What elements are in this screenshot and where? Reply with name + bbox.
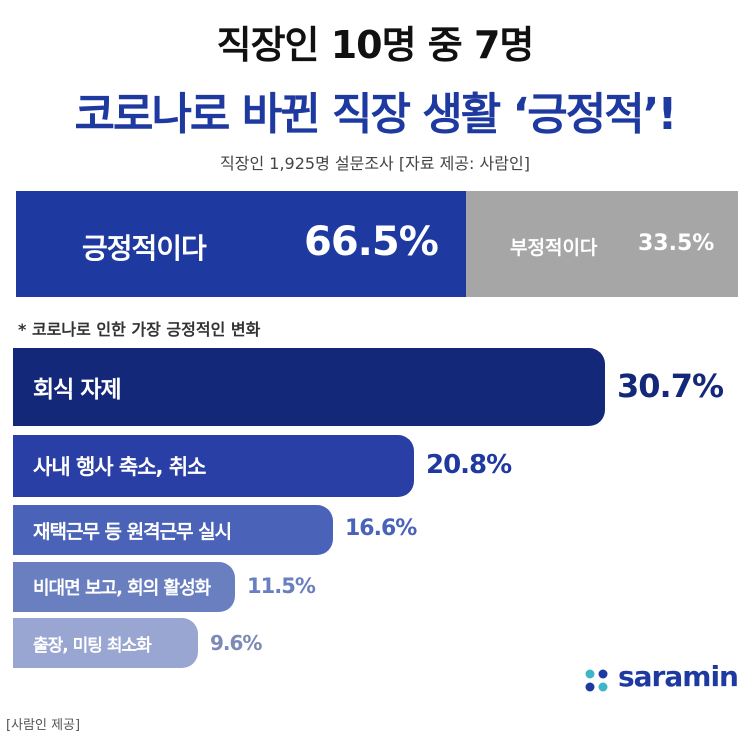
positive-label: 긍정적이다 bbox=[82, 232, 207, 265]
change-bar-chart: 회식 자제 30.7% 사내 행사 축소, 취소 20.8% 재택근무 등 원격근무 실… bbox=[13, 348, 724, 668]
positive-value: 66.5% bbox=[304, 219, 439, 265]
negative-label: 부정적이다 bbox=[510, 237, 598, 259]
positive-segment: 긍정적이다 66.5% bbox=[16, 191, 466, 297]
infographic-card: 직장인 10명 중 7명 코로나로 바뀐 직장 생활 ‘긍정적’! 직장인 1,… bbox=[13, 23, 739, 696]
bar-2: 사내 행사 축소, 취소 bbox=[13, 435, 414, 497]
logo-dots-icon bbox=[585, 669, 608, 692]
bar-value-3: 16.6% bbox=[345, 516, 417, 542]
subtitle: 직장인 1,925명 설문조사 [자료 제공: 사람인] bbox=[220, 154, 530, 173]
image-credit: [사람인 제공] bbox=[6, 718, 81, 733]
title-line2: 코로나로 바뀐 직장 생활 ‘긍정적’! bbox=[74, 89, 677, 140]
bar-3: 재택근무 등 원격근무 실시 bbox=[13, 505, 333, 555]
negative-value: 33.5% bbox=[638, 231, 715, 256]
bar-value-4: 11.5% bbox=[247, 573, 316, 598]
logo-wordmark: saramin bbox=[618, 660, 739, 693]
bar-5: 출장, 미팅 최소화 bbox=[13, 618, 198, 668]
bar-4: 비대면 보고, 회의 활성화 bbox=[13, 562, 235, 612]
chart-note: * 코로나로 인한 가장 긍정적인 변화 bbox=[18, 320, 261, 339]
bar-value-1: 30.7% bbox=[617, 367, 724, 406]
positive-negative-split-bar: 긍정적이다 66.5% 부정적이다 33.5% bbox=[16, 191, 738, 297]
bar-1: 회식 자제 bbox=[13, 348, 605, 426]
title-line1: 직장인 10명 중 7명 bbox=[216, 23, 535, 67]
bar-value-2: 20.8% bbox=[426, 449, 512, 480]
negative-segment: 부정적이다 33.5% bbox=[466, 191, 738, 297]
bar-value-5: 9.6% bbox=[210, 630, 262, 655]
saramin-logo: saramin bbox=[584, 660, 739, 696]
